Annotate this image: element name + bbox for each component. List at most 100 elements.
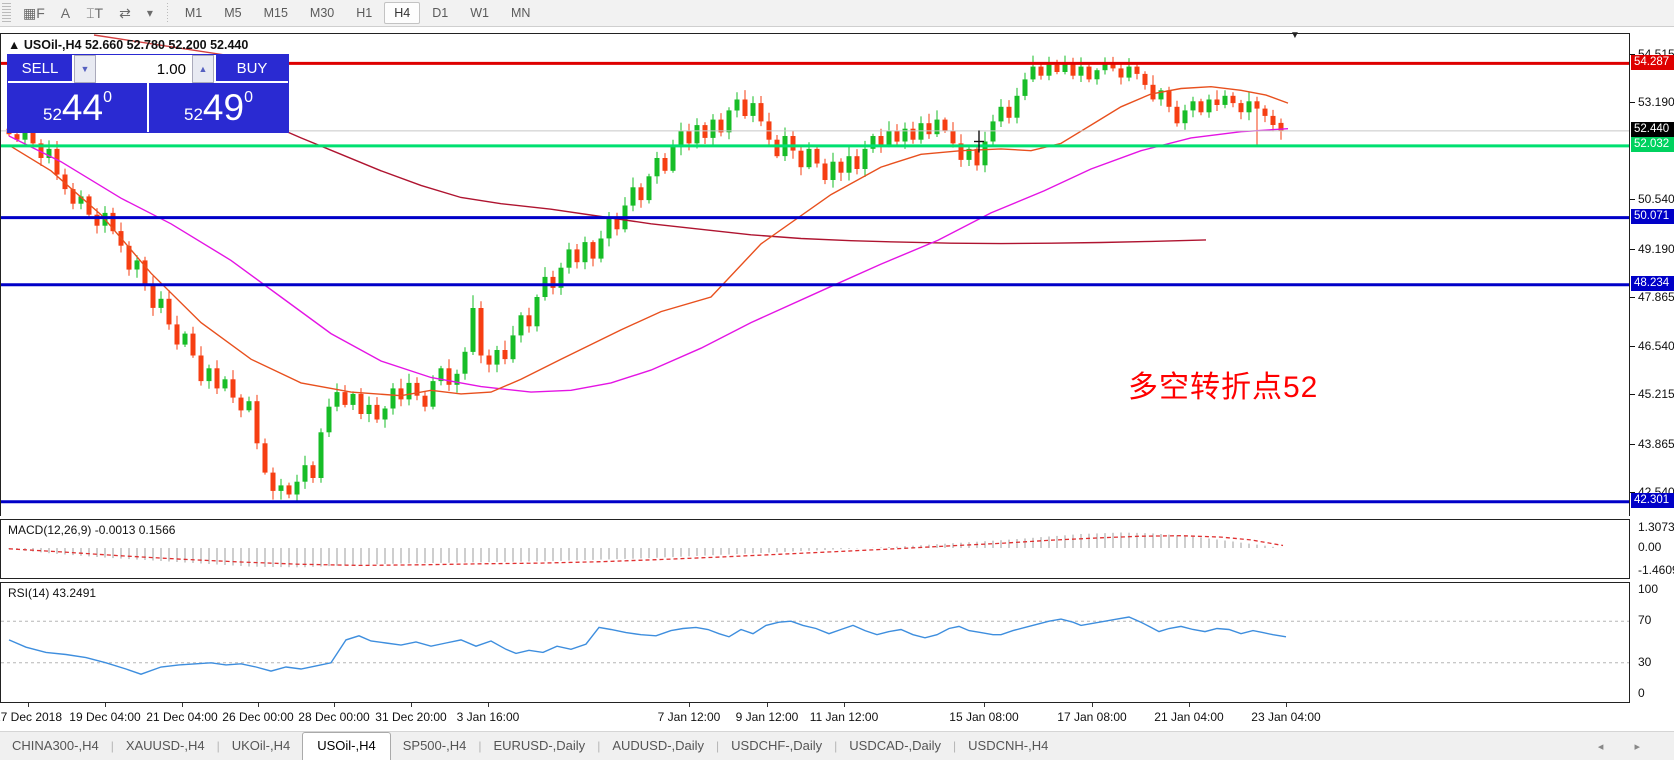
- macd-label: MACD(12,26,9) -0.0013 0.1566: [8, 523, 176, 537]
- timeframe-d1[interactable]: D1: [432, 6, 449, 20]
- time-tick-label: 28 Dec 00:00: [298, 710, 370, 724]
- time-tickmark: [1189, 703, 1190, 707]
- timeframe-m30[interactable]: M30: [309, 6, 335, 20]
- macd-scale-label: 1.3073: [1638, 520, 1674, 534]
- time-tick-label: 7 Jan 12:00: [657, 710, 721, 724]
- tab-china300h4[interactable]: CHINA300-,H4: [12, 737, 99, 753]
- toolbar-separator: [166, 3, 168, 23]
- rsi-scale-label: 100: [1638, 582, 1659, 596]
- macd-pane[interactable]: [0, 519, 1630, 579]
- tab-audusddaily[interactable]: AUDUSD-,Daily: [612, 737, 705, 753]
- time-tick-label: 15 Jan 08:00: [949, 710, 1019, 724]
- tab-sp500h4[interactable]: SP500-,H4: [402, 737, 467, 753]
- time-tick-label: 17 Jan 08:00: [1057, 710, 1127, 724]
- tab-separator: |: [953, 739, 957, 753]
- time-tick-label: 21 Jan 04:00: [1154, 710, 1224, 724]
- time-tick-label: 26 Dec 00:00: [222, 710, 294, 724]
- rsi-scale-label: 0: [1638, 686, 1645, 700]
- rsi-scale-label: 70: [1638, 613, 1652, 627]
- tab-usoilh4[interactable]: USOil-,H4: [302, 732, 391, 760]
- time-tick-label: 9 Jan 12:00: [735, 710, 799, 724]
- time-tickmark: [1286, 703, 1287, 707]
- tab-usdchfdaily[interactable]: USDCHF-,Daily: [731, 737, 823, 753]
- tab-xauusdh4[interactable]: XAUUSD-,H4: [125, 737, 205, 753]
- tab-usdcnhh4[interactable]: USDCNH-,H4: [968, 737, 1049, 753]
- grid-f-icon[interactable]: ▦F: [23, 4, 45, 21]
- price-tickmark: [1630, 492, 1635, 493]
- time-tickmark: [689, 703, 690, 707]
- tab-eurusddaily[interactable]: EURUSD-,Daily: [493, 737, 586, 753]
- label-a-icon[interactable]: A: [60, 5, 71, 21]
- sell-price-pip: 0: [103, 89, 112, 106]
- rsi-pane[interactable]: [0, 582, 1630, 703]
- scroll-to-end-icon[interactable]: ▼: [1290, 30, 1300, 41]
- time-tickmark: [28, 703, 29, 707]
- timeframe-h1[interactable]: H1: [356, 6, 373, 20]
- collapse-arrow-icon[interactable]: ▲: [8, 38, 21, 52]
- volume-increase-button[interactable]: ▲: [192, 55, 214, 83]
- chart-title: USOil-,H4 52.660 52.780 52.200 52.440: [23, 38, 249, 52]
- price-tick-label: 46.540: [1638, 339, 1674, 353]
- dropdown-caret-icon[interactable]: ▾: [146, 6, 153, 20]
- timeframe-m15[interactable]: M15: [263, 6, 288, 20]
- price-badge: 50.071: [1631, 209, 1674, 224]
- price-badge: 42.301: [1631, 493, 1674, 508]
- rsi-label: RSI(14) 43.2491: [8, 586, 97, 600]
- tab-scroll-arrows[interactable]: ◂ ▸: [1597, 741, 1654, 753]
- buy-price[interactable]: 52 49 0: [149, 83, 288, 132]
- macd-scale-label: -1.4609: [1638, 563, 1674, 577]
- buy-price-main: 49: [202, 87, 245, 128]
- price-badge: 52.440: [1631, 122, 1674, 137]
- time-tick-label: 23 Jan 04:00: [1251, 710, 1321, 724]
- price-badge: 52.032: [1631, 137, 1674, 152]
- price-tick-label: 49.190: [1638, 242, 1674, 256]
- time-tick-label: 11 Jan 12:00: [809, 710, 879, 724]
- rsi-svg[interactable]: [1, 583, 1629, 702]
- time-tickmark: [1092, 703, 1093, 707]
- tab-separator: |: [216, 739, 220, 753]
- price-tick-label: 47.865: [1638, 290, 1674, 304]
- macd-scale-label: 0.00: [1638, 540, 1662, 554]
- timeframe-h4[interactable]: H4: [384, 2, 421, 24]
- price-tick-label: 45.215: [1638, 387, 1674, 401]
- time-tick-label: 31 Dec 20:00: [375, 710, 447, 724]
- timeframe-m1[interactable]: M1: [184, 6, 203, 20]
- time-tickmark: [105, 703, 106, 707]
- time-tick-label: 3 Jan 16:00: [456, 710, 520, 724]
- tab-usdcaddaily[interactable]: USDCAD-,Daily: [849, 737, 942, 753]
- price-tickmark: [1630, 444, 1635, 445]
- cycles-icon[interactable]: ⇄: [119, 4, 131, 21]
- timeframe-mn[interactable]: MN: [510, 6, 531, 20]
- toolbar-drag-handle[interactable]: [2, 3, 11, 23]
- volume-input[interactable]: [96, 55, 192, 83]
- timeframe-w1[interactable]: W1: [470, 6, 489, 20]
- time-tickmark: [182, 703, 183, 707]
- time-tickmark: [844, 703, 845, 707]
- macd-svg[interactable]: [1, 520, 1629, 578]
- tab-separator: |: [478, 739, 482, 753]
- timeframe-m5[interactable]: M5: [224, 6, 242, 20]
- volume-decrease-button[interactable]: ▼: [74, 55, 96, 83]
- price-tickmark: [1630, 249, 1635, 250]
- price-tickmark: [1630, 54, 1635, 55]
- price-chart-svg[interactable]: [1, 34, 1629, 515]
- tab-separator: |: [716, 739, 720, 753]
- time-tickmark: [488, 703, 489, 707]
- chart-ohlc-header: ▲ USOil-,H4 52.660 52.780 52.200 52.440: [8, 38, 248, 52]
- text-t-icon[interactable]: ⌶T: [86, 4, 104, 21]
- rsi-scale-label: 30: [1638, 655, 1652, 669]
- sell-price[interactable]: 52 44 0: [8, 83, 149, 132]
- tab-ukoilh4[interactable]: UKOil-,H4: [231, 737, 291, 753]
- chart-tab-bar: CHINA300-,H4 | XAUUSD-,H4 | UKOil-,H4 USOil-,…: [0, 731, 1674, 760]
- sell-button[interactable]: SELL: [8, 55, 74, 83]
- price-badge: 48.234: [1631, 276, 1674, 291]
- price-tickmark: [1630, 346, 1635, 347]
- price-badge: 54.287: [1631, 55, 1674, 70]
- timeframe-buttons: M1 M5 M15 M30 H1 H4 D1 W1 MN: [174, 2, 542, 24]
- time-tickmark: [258, 703, 259, 707]
- time-axis: 17 Dec 2018 19 Dec 04:00 21 Dec 04:00 26…: [0, 703, 1674, 729]
- buy-button[interactable]: BUY: [214, 55, 288, 83]
- tab-separator: |: [597, 739, 601, 753]
